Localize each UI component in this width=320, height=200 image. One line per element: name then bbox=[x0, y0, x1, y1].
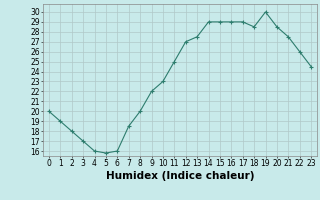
X-axis label: Humidex (Indice chaleur): Humidex (Indice chaleur) bbox=[106, 171, 254, 181]
